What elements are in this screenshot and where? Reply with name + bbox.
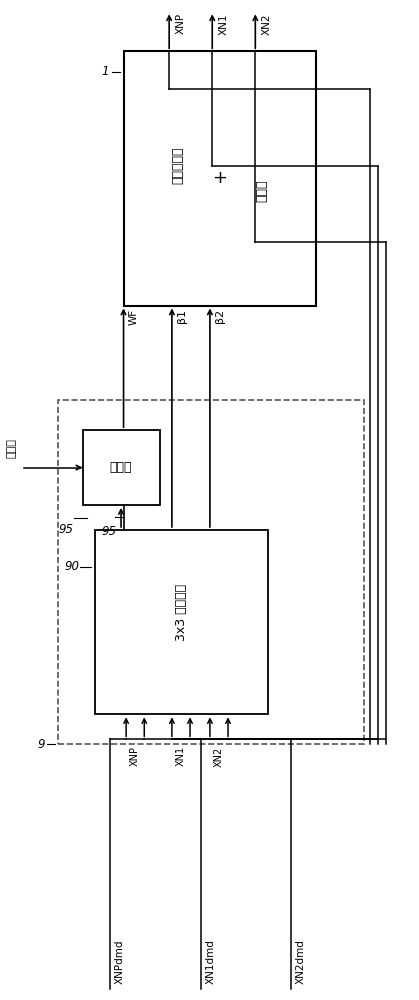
Text: +: + [212,169,228,187]
Text: 浡轮发动机: 浡轮发动机 [171,147,184,184]
Text: 1: 1 [102,65,109,78]
Text: 90: 90 [65,560,80,573]
Text: XNP: XNP [130,746,140,766]
Text: β1: β1 [177,309,187,323]
Text: XN1: XN1 [176,746,186,766]
Text: XN2: XN2 [214,746,224,767]
Text: XN1dmd: XN1dmd [206,939,216,984]
Text: 95: 95 [101,525,116,538]
Text: 95: 95 [58,523,73,536]
Text: WF: WF [129,309,139,325]
Text: XNP: XNP [176,13,186,34]
Text: XN1: XN1 [218,13,228,35]
Text: 9: 9 [37,738,45,751]
Text: XN2: XN2 [261,13,272,35]
Text: XNPdmd: XNPdmd [115,939,124,984]
Text: XN2dmd: XN2dmd [296,939,305,984]
Bar [124,51,316,306]
Text: 停止値: 停止値 [7,438,17,458]
Text: 制动器: 制动器 [256,180,269,202]
Bar [57,400,364,744]
Bar [83,430,160,505]
Text: 限制器: 限制器 [110,461,132,474]
Bar [95,530,268,714]
Text: 3x3 多变量校: 3x3 多变量校 [175,584,188,641]
Text: β2: β2 [215,309,225,323]
